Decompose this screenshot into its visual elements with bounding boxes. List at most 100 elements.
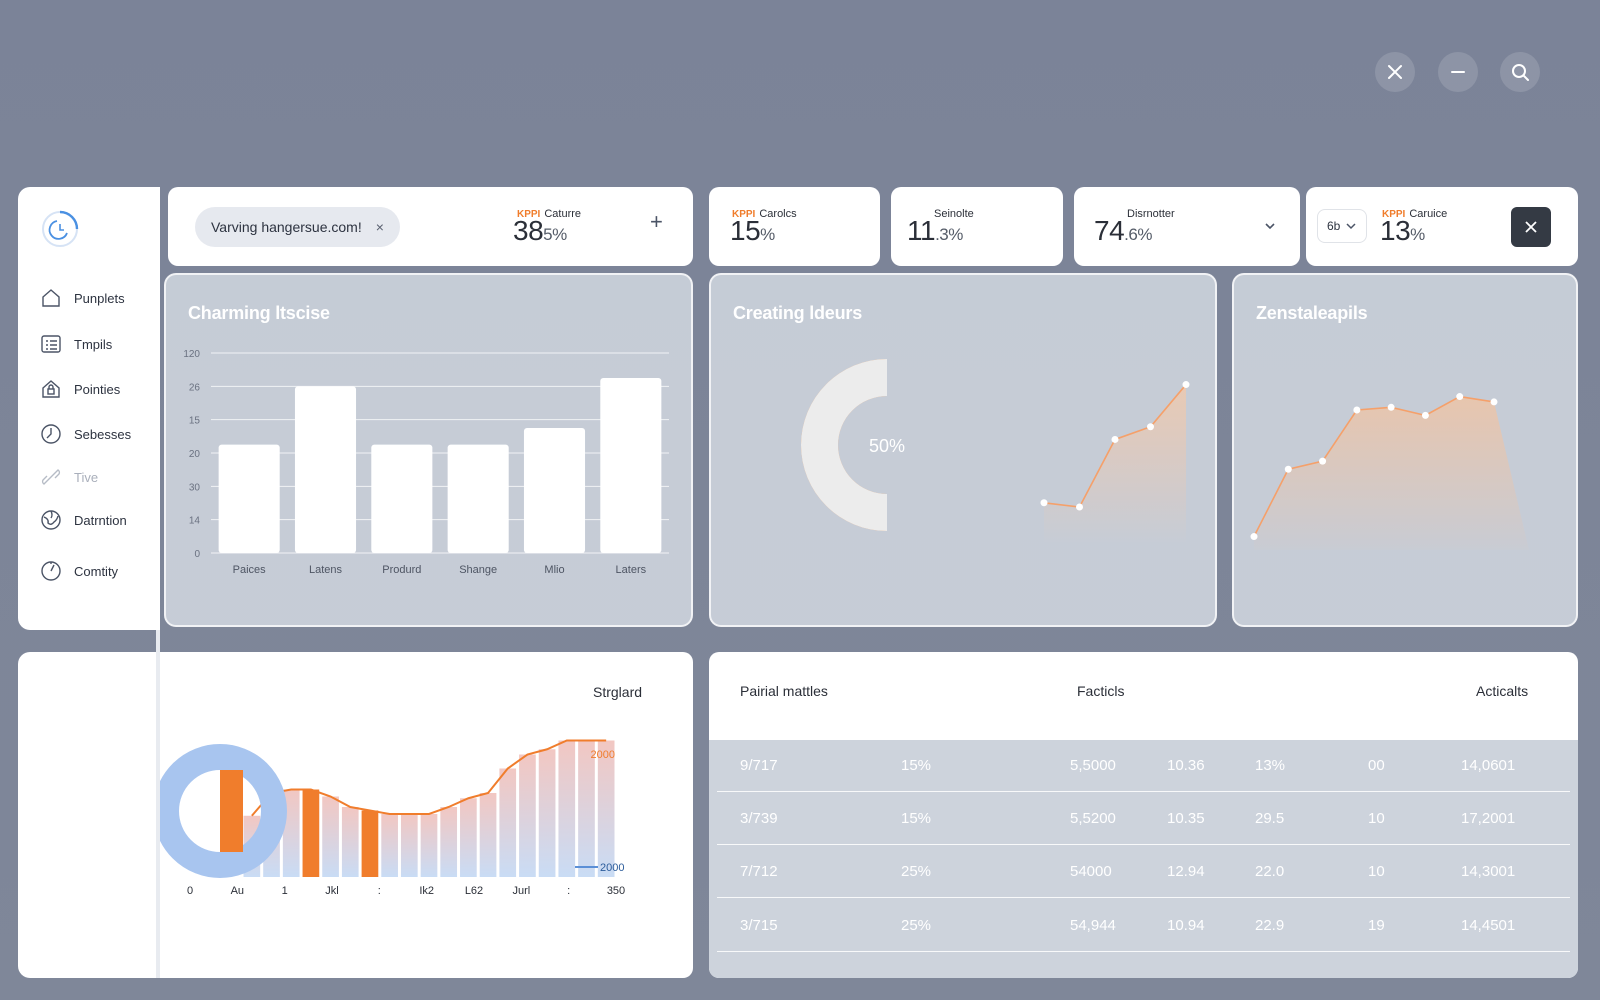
filter-kpi-card: Varving hangersue.com! × KPPI Caturre 385…	[168, 187, 693, 266]
period-select-value: 6b	[1327, 219, 1341, 233]
area-fill	[1254, 396, 1529, 550]
y-tick-label: 0	[194, 549, 200, 560]
line-point	[1182, 381, 1190, 389]
trend-bar	[440, 807, 458, 877]
x-tick-label: Laters	[616, 564, 647, 576]
kpi-label-text: Caturre	[544, 208, 582, 220]
table-cell: 17,2001	[1461, 810, 1516, 827]
sidebar-item-tmpils[interactable]: Tmpils	[40, 333, 112, 355]
sidebar-item-label: Tive	[74, 469, 99, 485]
table-cell: 9/717	[740, 757, 778, 774]
kpi-unit: %	[1410, 225, 1425, 244]
line-point	[1076, 503, 1083, 511]
table-cell: 25%	[901, 917, 932, 934]
close-icon	[1525, 221, 1537, 233]
sidebar-item-datrntion[interactable]: Datrntion	[40, 509, 127, 531]
x-tick-label: Produrd	[382, 564, 421, 576]
table-row[interactable]: 3/715 25% 54,944 10.94 22.9 19 14,4501	[717, 900, 1570, 952]
donut-chart: 50%	[801, 359, 1190, 545]
sidebar-item-pointies[interactable]: Pointies	[40, 378, 120, 400]
table-cell: 13%	[1255, 757, 1286, 774]
kpi-unit: %	[760, 225, 775, 244]
area-chart-panel: Zenstaleapils	[1232, 273, 1578, 627]
clock-icon	[40, 423, 62, 445]
area-line	[1253, 395, 1495, 537]
kpi-card-seinolte[interactable]: Seinolte 11.3%	[891, 187, 1063, 266]
sidebar-item-punplets[interactable]: Punplets	[40, 287, 125, 309]
panel-title: Charming ltscise	[188, 303, 330, 323]
table-cell: 00	[1368, 757, 1385, 774]
chevron-down-icon[interactable]	[1264, 221, 1276, 231]
kpi-unit: 5%	[543, 225, 567, 244]
add-button[interactable]: +	[650, 209, 663, 234]
table-cell: 15%	[901, 810, 932, 827]
search-icon	[1512, 64, 1529, 81]
kpi-value: 74.6%	[1094, 215, 1152, 247]
chip-close-icon[interactable]: ×	[375, 219, 384, 235]
kpi-value: 385%	[513, 215, 567, 247]
line-area-fill	[1044, 384, 1186, 545]
close-window-button[interactable]	[1375, 52, 1415, 92]
kpi-label: KPPI Caturre	[517, 208, 581, 220]
sidebar-item-sebesses[interactable]: Sebesses	[40, 423, 131, 445]
kpi-label: KPPI Caruice	[1382, 208, 1447, 220]
trend-line-label: 2000	[591, 749, 615, 761]
period-select[interactable]: 6b	[1317, 209, 1367, 243]
chevron-down-icon	[1346, 223, 1356, 230]
filter-chip[interactable]: Varving hangersue.com! ×	[195, 207, 400, 247]
area-point	[1353, 406, 1361, 414]
minimize-window-button[interactable]	[1438, 52, 1478, 92]
table-cell: 10.36	[1167, 757, 1205, 774]
sidebar-item-label: Comtity	[74, 563, 119, 579]
kpi-accent: KPPI	[732, 209, 756, 220]
y-tick-label: 30	[189, 482, 201, 493]
table-row[interactable]: 3/739 15% 5,5200 10.35 29.5 10 17,2001	[717, 793, 1570, 845]
sidebar-item-tive[interactable]: Tive	[40, 466, 98, 488]
legend-label: 2000	[600, 862, 624, 874]
table-header-3[interactable]: Acticalts	[1476, 683, 1529, 699]
ring-donut-highlight	[220, 770, 243, 852]
bar	[447, 444, 509, 553]
trend-bar	[460, 798, 477, 877]
close-kpi-button[interactable]	[1511, 207, 1551, 247]
kpi-unit: .3%	[935, 225, 963, 244]
kpi-value-number: 38	[513, 215, 544, 246]
trend-bar	[381, 814, 398, 877]
y-tick-label: 120	[183, 349, 200, 360]
x-tick-label: :	[378, 885, 381, 897]
kpi-card-disrnotter[interactable]: Disrnotter 74.6%	[1074, 187, 1300, 266]
table-cell: 7/712	[740, 863, 778, 880]
search-button[interactable]	[1500, 52, 1540, 92]
sidebar-item-label: Sebesses	[74, 426, 132, 442]
table-cell: 12.94	[1167, 863, 1205, 880]
table-cell: 15%	[901, 757, 932, 774]
kpi-accent: KPPI	[517, 209, 541, 220]
x-tick-label: Au	[231, 885, 244, 897]
sidebar-lower	[18, 652, 160, 978]
table-cell: 22.9	[1255, 917, 1285, 934]
filter-chip-text: Varving hangersue.com!	[211, 219, 362, 235]
kpi-value-number: 13	[1380, 215, 1411, 246]
kpi-card-caruice[interactable]: 6b KPPI Caruice 13%	[1306, 187, 1578, 266]
kpi-card-carolcs[interactable]: KPPI Carolcs 15%	[709, 187, 880, 266]
bar	[523, 428, 586, 553]
chart-label: Strglard	[593, 684, 643, 700]
sidebar-item-label: Tmpils	[74, 336, 113, 352]
list-icon	[40, 333, 62, 355]
globe-icon	[40, 509, 62, 531]
table-header-1[interactable]: Pairial mattles	[740, 683, 828, 699]
table-cell: 5,5200	[1070, 810, 1116, 827]
donut-center-label: 50%	[869, 436, 905, 456]
line-point	[1040, 499, 1048, 507]
area-chart	[1250, 393, 1529, 550]
table-row[interactable]: 9/717 15% 5,5000 10.36 13% 00 14,0601	[717, 740, 1570, 792]
table-row[interactable]: 7/712 25% 54000 12.94 22.0 10 14,3001	[717, 846, 1570, 898]
x-tick-label: Jurl	[512, 885, 530, 897]
trend-bar	[479, 793, 497, 877]
table-header-2[interactable]: Facticls	[1077, 683, 1125, 699]
trend-bar	[361, 810, 379, 877]
table-cell: 19	[1368, 917, 1385, 934]
sidebar-item-label: Pointies	[74, 381, 121, 397]
x-tick-label: Paices	[233, 564, 267, 576]
sidebar-item-comtity[interactable]: Comtity	[40, 560, 118, 582]
